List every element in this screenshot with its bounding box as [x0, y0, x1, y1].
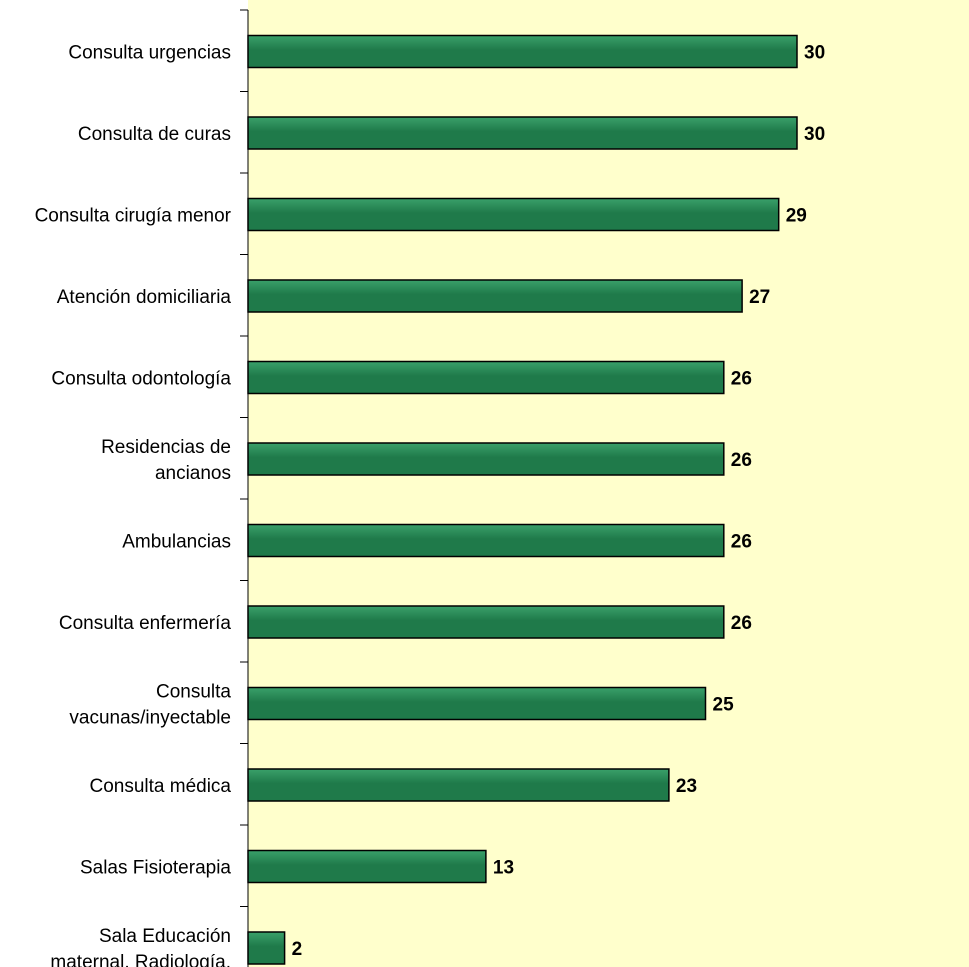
category-tick-label: Consulta odontología: [51, 369, 231, 390]
category-tick-label: Consulta cirugía menor: [35, 206, 232, 227]
category-tick-label: Consulta médica: [89, 776, 231, 797]
data-label: 25: [713, 695, 735, 716]
plot-area: [248, 0, 969, 967]
data-label: 27: [749, 287, 770, 308]
bar: [247, 116, 798, 150]
data-label: 26: [731, 613, 752, 634]
bars: [247, 34, 798, 965]
data-label: 23: [676, 776, 697, 797]
category-tick-label: Consulta enfermería: [59, 613, 232, 634]
data-label: 26: [731, 369, 752, 390]
value-labels: 30 30 29 27 26 26 26 26 25 23 13 2: [292, 43, 826, 961]
bar: [247, 34, 798, 69]
category-tick-label: Consulta urgencias: [68, 43, 231, 64]
bar: [247, 686, 707, 721]
data-label: 29: [786, 206, 807, 227]
bar: [247, 931, 286, 965]
category-tick-label: Salas Fisioterapia: [80, 858, 231, 879]
data-label: 26: [731, 532, 752, 553]
bar: [247, 360, 725, 395]
data-label: 30: [804, 124, 825, 145]
category-tick-label: Consulta vacunas/inyectable: [69, 682, 231, 729]
category-tick-label: Residencias de ancianos: [101, 437, 231, 484]
bar: [247, 768, 670, 802]
bar: [247, 197, 780, 232]
data-label: 26: [731, 450, 752, 471]
data-label: 30: [804, 43, 825, 64]
category-tick-label: Sala Educación maternal, Radiología.: [50, 926, 231, 967]
category-tick-label: Consulta de curas: [78, 124, 231, 145]
category-labels: Consulta urgencias Consulta de curas Consu…: [35, 43, 232, 967]
category-tick-label: Atención domiciliaria: [57, 287, 232, 308]
data-label: 2: [292, 939, 303, 960]
bar: [247, 442, 725, 476]
y-axis: [240, 9, 249, 967]
bar: [247, 523, 725, 558]
bar: [247, 605, 725, 639]
bar: [247, 279, 743, 313]
data-label: 13: [493, 858, 514, 879]
category-tick-label: Ambulancias: [122, 532, 231, 553]
bar: [247, 849, 487, 884]
